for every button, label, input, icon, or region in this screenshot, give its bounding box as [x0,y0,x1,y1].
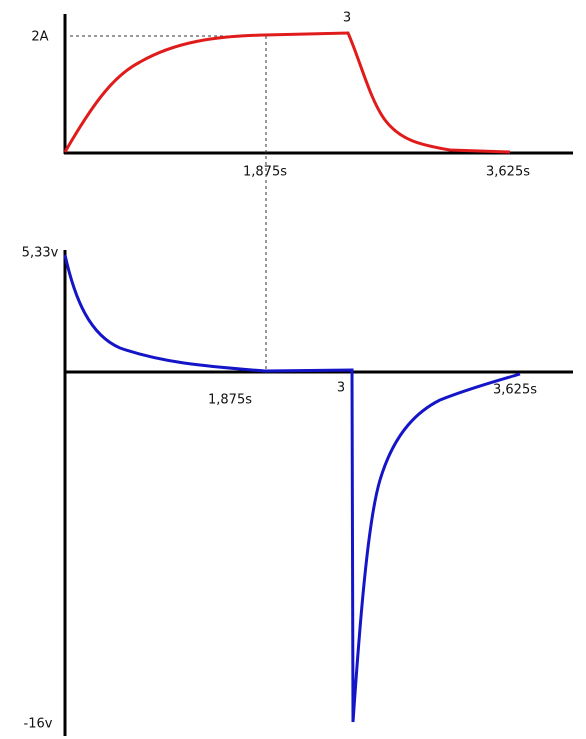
voltage-curve [63,254,521,723]
minimum-label: -16v [24,717,53,732]
switch-label: 3 [337,381,345,396]
time-label: 3,625s [493,383,537,398]
peak-label: 2A [31,30,48,45]
time-label: 1,875s [208,393,252,408]
peak-label: 5,33v [22,246,59,261]
time-label: 1,875s [243,165,287,180]
time-label: 3,625s [486,165,530,180]
switch-label: 3 [343,11,351,26]
current-curve [63,31,511,154]
